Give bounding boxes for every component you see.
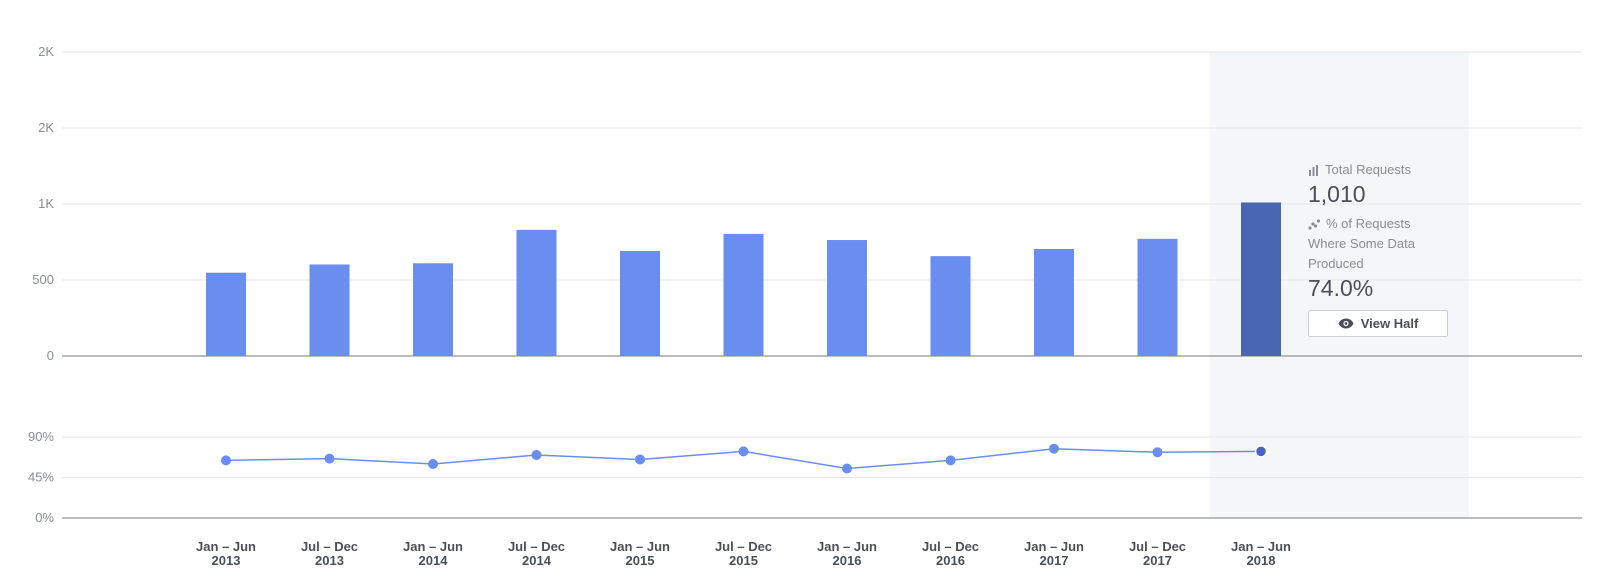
line-point [1049,443,1059,454]
view-half-button[interactable]: View Half [1308,310,1448,337]
line-point [221,455,231,466]
total-requests-value: 1,010 [1308,181,1366,207]
pct-requests-label-line2: Where Some Data [1308,236,1415,251]
line-point [428,459,438,469]
bar [723,233,764,356]
line-point [1152,447,1163,458]
bar [620,250,660,356]
x-category-label: Jul – Dec 2016 [922,539,979,568]
line-point [324,453,335,464]
line-ytick-label: 45% [28,470,54,485]
line-point [531,450,542,460]
view-half-button-label: View Half [1360,316,1419,331]
line-point-highlighted [1254,445,1268,458]
line-point [842,463,852,474]
x-category-label: Jan – Jun 2018 [1231,539,1291,568]
x-category-label: Jan – Jun 2016 [817,539,877,568]
bar [309,264,350,356]
bar-ytick-label: 2K [38,44,54,59]
line-ytick-label: 0% [35,510,54,525]
tooltip-panel: Total Requests 1,010 % of Requests Where… [1308,160,1458,337]
x-category-label: Jul – Dec 2013 [301,539,358,568]
x-category-label: Jan – Jun 2014 [403,539,463,568]
bar [516,229,557,356]
x-category-label: Jul – Dec 2014 [508,539,565,568]
x-category-label: Jan – Jun 2013 [196,539,256,568]
bar [1034,248,1074,356]
bar-ytick-label: 0 [47,348,54,363]
line-point [738,446,749,457]
bar [930,256,971,356]
pct-requests-label-line3: Produced [1308,256,1364,271]
bar [206,272,246,356]
x-category-label: Jul – Dec 2017 [1129,539,1186,568]
line-point [635,454,645,465]
line-point [945,455,956,466]
total-requests-label-row: Total Requests [1308,160,1458,180]
bar-ytick-label: 2K [38,120,54,135]
bar [413,263,453,356]
bar-chart-icon [1308,164,1319,176]
pct-requests-label-line1: % of Requests [1326,216,1411,231]
bar-ytick-label: 1K [38,196,54,211]
bar-ytick-label: 500 [32,272,54,287]
x-category-label: Jan – Jun 2017 [1024,539,1084,568]
line-ytick-label: 90% [28,429,54,444]
pct-requests-label-row: % of Requests [1308,214,1458,234]
pct-requests-value: 74.0% [1308,275,1374,301]
x-category-label: Jan – Jun 2015 [610,539,670,568]
eye-icon [1338,318,1354,329]
total-requests-label: Total Requests [1325,162,1411,177]
x-category-label: Jul – Dec 2015 [715,539,772,568]
bar [827,240,867,356]
scatter-trend-icon [1308,218,1320,230]
bar-highlighted [1241,202,1281,356]
bar [1137,238,1178,356]
